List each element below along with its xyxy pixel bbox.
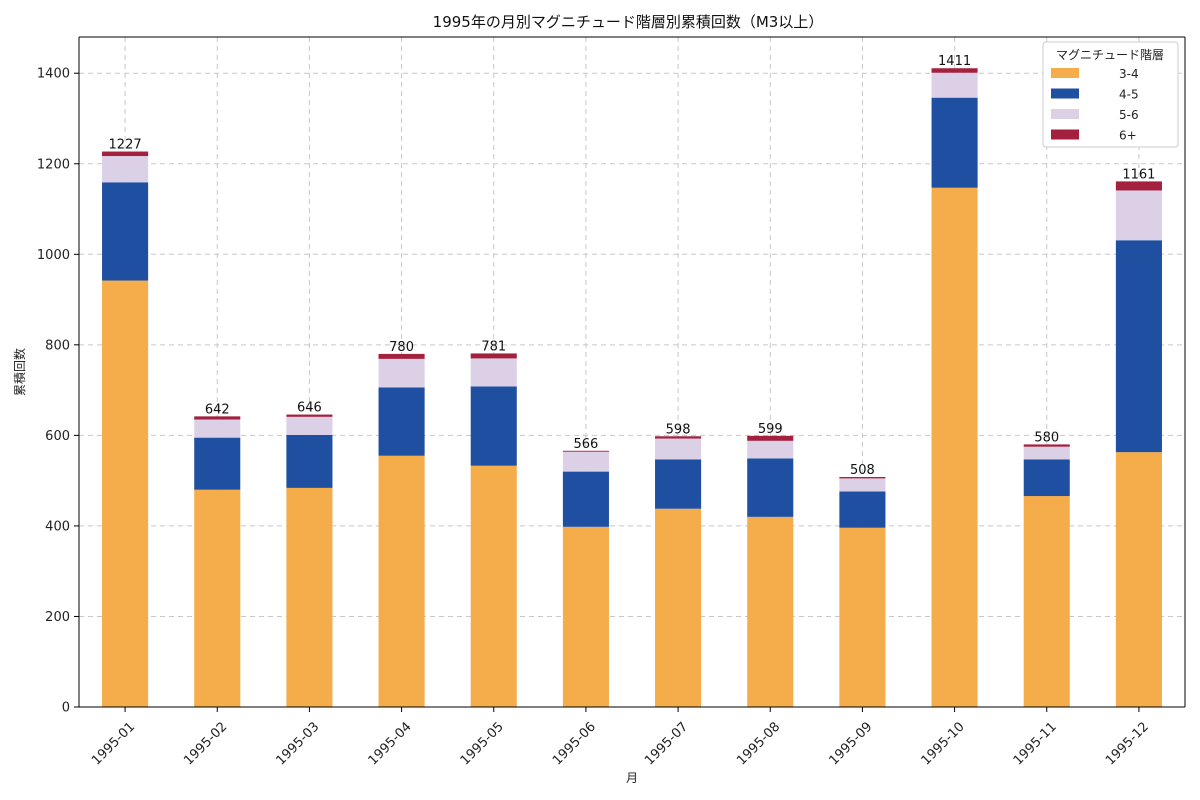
y-tick-label: 1200 [37, 157, 70, 172]
bar-segment-3-4 [102, 280, 149, 707]
bar-segment-3-4 [931, 187, 978, 707]
bar-segment-3-4 [194, 489, 241, 707]
legend-label: 3-4 [1119, 67, 1139, 81]
bar-segment-4-5 [931, 97, 978, 188]
x-tick-label: 1995-09 [826, 719, 875, 768]
y-tick-label: 1000 [37, 248, 70, 263]
legend-swatch-5-6 [1051, 109, 1079, 119]
bar-segment-3-4 [562, 526, 609, 707]
bar-total-label: 646 [297, 401, 322, 416]
bar-segment-4-5 [378, 387, 425, 456]
bar-segment-6+ [470, 353, 517, 359]
bar-segment-4-5 [655, 459, 702, 509]
legend-label: 5-6 [1119, 108, 1139, 122]
bar-segment-3-4 [747, 516, 794, 707]
bar-segment-6+ [562, 450, 609, 452]
bar-segment-4-5 [747, 458, 794, 517]
bar-segment-5-6 [562, 451, 609, 472]
bar-segment-5-6 [1115, 190, 1162, 241]
bar-total-label: 1161 [1122, 167, 1155, 182]
legend-swatch-3-4 [1051, 68, 1079, 78]
bar-total-label: 580 [1034, 430, 1059, 445]
x-tick-label: 1995-06 [550, 719, 599, 768]
y-tick-label: 400 [45, 519, 70, 534]
bar-segment-6+ [931, 68, 978, 73]
x-tick-label: 1995-04 [366, 719, 415, 768]
bar-segment-3-4 [286, 487, 333, 707]
bar-segment-5-6 [931, 72, 978, 98]
bar-segment-6+ [1115, 181, 1162, 191]
grid [79, 37, 1185, 708]
y-tick-label: 200 [45, 610, 70, 625]
bar-segment-5-6 [194, 419, 241, 438]
legend-items: 3-4 4-5 5-6 6+ [1051, 67, 1139, 143]
bar-segment-3-4 [655, 508, 702, 707]
bar-segment-6+ [655, 436, 702, 439]
legend-title: マグニチュード階層 [1056, 47, 1164, 62]
bar-segment-4-5 [470, 386, 517, 466]
bar-segment-5-6 [839, 478, 886, 492]
bar-segment-4-5 [1115, 240, 1162, 453]
chart-title: 1995年の月別マグニチュード階層別累積回数（M3以上） [433, 13, 824, 31]
x-axis-label: 月 [626, 771, 638, 785]
y-tick-label: 600 [45, 429, 70, 444]
bar-total-label: 1411 [938, 54, 971, 69]
bar-segment-3-4 [839, 527, 886, 707]
bar-segment-4-5 [1023, 459, 1070, 497]
bar-segment-6+ [378, 353, 425, 359]
bars [102, 68, 1162, 707]
bar-total-label: 780 [389, 340, 414, 355]
x-tick-label: 1995-01 [89, 719, 138, 768]
y-tick-label: 1400 [37, 67, 70, 82]
bar-segment-3-4 [470, 465, 517, 707]
data-labels: 1227 642 646 780 781 566 598 599 508 1411 580 1161 [109, 54, 1156, 478]
x-tick-label: 1995-07 [642, 719, 691, 768]
bar-segment-4-5 [562, 471, 609, 527]
bar-segment-5-6 [102, 156, 149, 183]
x-tick-label: 1995-11 [1011, 719, 1060, 768]
bar-segment-6+ [839, 477, 886, 479]
bar-segment-4-5 [839, 491, 886, 528]
bar-segment-5-6 [378, 358, 425, 388]
bar-total-label: 598 [666, 422, 691, 437]
legend-label: 4-5 [1119, 88, 1139, 102]
legend-label: 6+ [1119, 129, 1137, 143]
bar-segment-5-6 [286, 416, 333, 435]
bar-segment-3-4 [1115, 452, 1162, 707]
y-axis-label: 累積回数 [12, 348, 27, 396]
bar-segment-6+ [747, 435, 794, 441]
y-tick-label: 800 [45, 338, 70, 353]
legend: マグニチュード階層 3-4 4-5 5-6 6+ [1042, 41, 1179, 148]
x-tick-label: 1995-08 [734, 719, 783, 768]
bar-segment-3-4 [1023, 496, 1070, 707]
bar-segment-5-6 [747, 440, 794, 459]
bar-segment-5-6 [655, 438, 702, 460]
bar-segment-6+ [102, 151, 149, 157]
bar-segment-4-5 [102, 182, 149, 281]
bar-total-label: 1227 [109, 138, 142, 153]
bar-segment-6+ [286, 414, 333, 417]
bar-segment-5-6 [1023, 446, 1070, 460]
legend-swatch-4-5 [1051, 88, 1079, 99]
x-tick-label: 1995-05 [458, 719, 507, 768]
x-tick-label: 1995-12 [1103, 719, 1152, 768]
bar-segment-5-6 [470, 358, 517, 387]
y-tick-label: 0 [62, 701, 70, 716]
bar-total-label: 642 [205, 402, 230, 417]
bar-segment-6+ [194, 416, 241, 420]
x-tick-label: 1995-10 [919, 719, 968, 768]
bar-total-label: 599 [758, 422, 783, 437]
bar-total-label: 781 [481, 339, 506, 354]
bar-segment-4-5 [194, 437, 241, 490]
bar-segment-6+ [1023, 444, 1070, 447]
bar-segment-4-5 [286, 434, 333, 488]
bar-total-label: 508 [850, 463, 875, 478]
bar-total-label: 566 [574, 437, 599, 452]
bar-segment-3-4 [378, 455, 425, 707]
legend-swatch-6+ [1051, 129, 1079, 140]
x-tick-label: 1995-02 [181, 719, 230, 768]
x-tick-label: 1995-03 [273, 719, 322, 768]
